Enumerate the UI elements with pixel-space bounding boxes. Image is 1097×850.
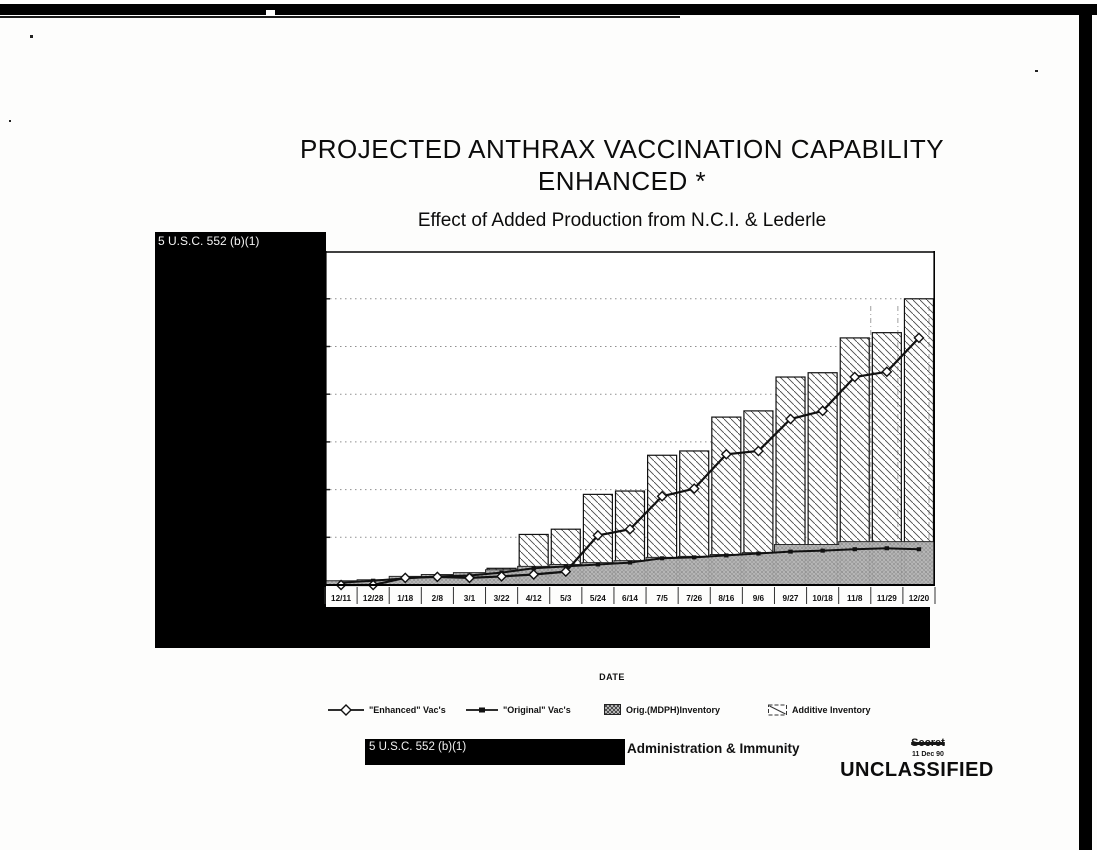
scan-speck <box>30 35 33 38</box>
svg-text:3/1: 3/1 <box>464 594 476 603</box>
stamp-date: 11 Dec 90 <box>912 751 944 758</box>
svg-text:5/3: 5/3 <box>560 594 572 603</box>
svg-text:5/24: 5/24 <box>590 594 606 603</box>
legend-label: "Original" Vac's <box>503 705 571 715</box>
svg-text:11/29: 11/29 <box>877 594 897 603</box>
struck-secret-stamp: Secret <box>911 737 945 749</box>
legend-item-original-vacs: "Original" Vac's <box>466 704 571 716</box>
redaction-bar-footer: 5 U.S.C. 552 (b)(1) <box>365 739 625 765</box>
svg-text:11/8: 11/8 <box>847 594 863 603</box>
svg-text:4/12: 4/12 <box>526 594 542 603</box>
svg-text:12/28: 12/28 <box>363 594 384 603</box>
svg-text:9/27: 9/27 <box>783 594 799 603</box>
legend-label: Orig.(MDPH)Inventory <box>626 704 721 715</box>
legend-label: "Enhanced" Vac's <box>369 705 446 715</box>
svg-text:1/18: 1/18 <box>397 594 413 603</box>
chart-subtitle: Effect of Added Production from N.C.I. &… <box>417 210 827 231</box>
mdph-inventory-swatch-icon <box>604 704 621 715</box>
enhanced-line-swatch-icon <box>328 704 364 716</box>
page-title-line2: ENHANCED * <box>537 166 707 196</box>
legend-item-additive-inventory: Additive Inventory <box>768 704 871 716</box>
svg-text:9/6: 9/6 <box>753 594 765 603</box>
svg-text:6/14: 6/14 <box>622 594 638 603</box>
vaccination-capability-chart: 12/11 12/28 1/18 2/8 3/1 3/22 4/12 5/3 5/24 6/14 7… <box>324 251 936 610</box>
page-title-line1: PROJECTED ANTHRAX VACCINATION CAPABILITY <box>299 134 945 164</box>
svg-text:12/11: 12/11 <box>331 594 351 603</box>
redaction-box-left: 5 U.S.C. 552 (b)(1) <box>155 232 326 648</box>
svg-text:10/18: 10/18 <box>812 594 833 603</box>
scan-edge-top <box>0 4 1097 17</box>
x-axis-title: DATE <box>599 672 625 682</box>
svg-text:7/26: 7/26 <box>686 594 702 603</box>
redaction-exemption-label: 5 U.S.C. 552 (b)(1) <box>369 741 467 753</box>
redaction-exemption-label: 5 U.S.C. 552 (b)(1) <box>158 234 260 248</box>
svg-text:3/22: 3/22 <box>494 594 510 603</box>
scan-speck <box>1035 70 1038 72</box>
footer-caption: Administration & Immunity <box>627 741 800 756</box>
scan-speck <box>9 120 11 122</box>
svg-text:7/5: 7/5 <box>656 594 668 603</box>
scan-edge-top-line <box>0 16 681 18</box>
scan-edge-right <box>1079 8 1092 850</box>
svg-text:8/16: 8/16 <box>718 594 734 603</box>
legend-item-enhanced-vacs: "Enhanced" Vac's <box>328 704 446 716</box>
svg-text:12/20: 12/20 <box>909 594 930 603</box>
original-line-swatch-icon <box>466 707 498 713</box>
additive-inventory-swatch-icon <box>768 704 787 716</box>
page-title: PROJECTED ANTHRAX VACCINATION CAPABILITY… <box>262 133 982 197</box>
legend-label: Additive Inventory <box>792 705 871 715</box>
unclassified-stamp: UNCLASSIFIED <box>840 759 994 781</box>
legend-item-mdph-inventory: Orig.(MDPH)Inventory <box>604 704 720 715</box>
redaction-bar-below-axis <box>155 607 930 648</box>
svg-text:2/8: 2/8 <box>432 594 444 603</box>
